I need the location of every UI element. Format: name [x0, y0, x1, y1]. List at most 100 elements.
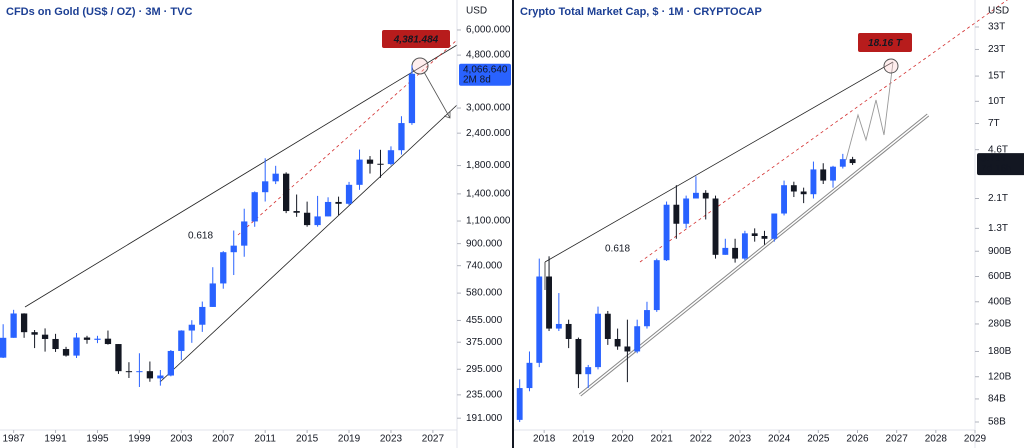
x-tick-label: 2027 — [886, 434, 909, 445]
candle-body — [62, 349, 70, 356]
plot-area — [0, 65, 416, 387]
y-tick-label: 900.000 — [466, 238, 503, 249]
trend-line — [544, 61, 894, 263]
fib-label: 0.618 — [188, 231, 213, 242]
candle-body — [262, 181, 269, 193]
y-tick-label: 280B — [988, 319, 1012, 330]
y-tick-label: 235.000 — [466, 389, 503, 400]
y-tick-label: 10T — [988, 96, 1005, 107]
candle-body — [663, 204, 670, 261]
candle-body — [781, 185, 787, 214]
x-tick-label: 2007 — [212, 434, 235, 445]
candle-body — [790, 185, 797, 192]
x-tick-label: 2018 — [533, 434, 556, 445]
y-tick-label: 3,000.000 — [466, 103, 511, 114]
x-tick-label: 2024 — [768, 434, 791, 445]
candle-body — [10, 313, 17, 338]
x-tick-label: 2015 — [296, 434, 319, 445]
x-tick-label: 1987 — [3, 434, 26, 445]
candle-body — [595, 313, 601, 368]
y-tick-label: 4,800.000 — [466, 50, 511, 61]
candle-body — [241, 221, 248, 246]
fib-label: 0.618 — [605, 244, 630, 255]
candle-body — [800, 191, 807, 195]
candle-body — [366, 159, 374, 164]
fib-line — [639, 0, 1008, 263]
y-tick-label: 84B — [988, 394, 1006, 405]
candle-body — [398, 123, 405, 151]
candle-body — [220, 252, 227, 284]
candle-body — [702, 192, 709, 199]
axis-unit: USD — [466, 6, 487, 17]
candle-body — [810, 169, 817, 195]
candle-body — [115, 344, 122, 372]
candle-body — [692, 192, 699, 199]
y-tick-label: 120B — [988, 371, 1012, 382]
x-tick-label: 2025 — [807, 434, 830, 445]
x-tick-label: 2019 — [572, 434, 595, 445]
candle-body — [761, 235, 768, 239]
x-tick-label: 2003 — [170, 434, 193, 445]
y-tick-label: 1,400.000 — [466, 189, 511, 200]
y-tick-label: 180B — [988, 346, 1012, 357]
candle-body — [604, 313, 611, 339]
candle-body — [293, 211, 300, 213]
y-tick-label: 15T — [988, 71, 1005, 82]
y-tick-label: 4.6T — [988, 144, 1008, 155]
candle-body — [31, 332, 38, 335]
candle-body — [73, 337, 80, 356]
projection — [845, 61, 894, 161]
candle-body — [283, 173, 290, 212]
candle-body — [387, 150, 395, 165]
chart-title: Crypto Total Market Cap, $ · 1M · CRYPTO… — [520, 6, 762, 18]
candle-body — [653, 260, 660, 311]
x-tick-label: 1995 — [86, 434, 109, 445]
candle-body — [526, 362, 533, 389]
candle-body — [272, 173, 279, 182]
y-tick-label: 580.000 — [466, 288, 503, 299]
candle-body — [849, 159, 856, 164]
y-tick-label: 600B — [988, 271, 1012, 282]
x-tick-label: 2027 — [422, 434, 445, 445]
countdown: 7d 16h — [981, 164, 1012, 175]
candle-body — [335, 201, 342, 204]
y-tick-label: 1,100.000 — [466, 216, 511, 227]
y-tick-label: 740.000 — [466, 260, 503, 271]
candle-body — [683, 198, 690, 224]
candle-body — [546, 276, 552, 329]
candle-body — [41, 334, 49, 339]
highlight-circle — [883, 58, 899, 74]
x-tick-label: 2023 — [729, 434, 752, 445]
plot-area — [516, 153, 856, 422]
candle-body — [83, 337, 91, 340]
price-label-text: 3.71T — [981, 154, 1007, 165]
candle-body — [20, 313, 28, 333]
candle-body — [251, 192, 258, 222]
countdown: 2M 8d — [463, 74, 491, 85]
candle-body — [125, 371, 133, 373]
candle-body — [52, 338, 59, 350]
axis-unit: USD — [988, 6, 1009, 17]
x-tick-label: 2021 — [651, 434, 674, 445]
y-tick-label: 900B — [988, 246, 1012, 257]
y-tick-label: 455.000 — [466, 315, 503, 326]
candle-body — [712, 198, 719, 255]
x-tick-label: 2029 — [964, 434, 987, 445]
candle-body — [157, 375, 164, 379]
candle-body — [136, 371, 143, 373]
price-label — [459, 63, 511, 86]
y-tick-label: 1.3T — [988, 223, 1008, 234]
candle-body — [830, 166, 836, 181]
y-tick-label: 33T — [988, 22, 1005, 33]
callout-text: 18.16 T — [868, 38, 903, 49]
y-tick-label: 23T — [988, 44, 1005, 55]
divider — [512, 0, 514, 448]
candle-body — [188, 324, 195, 331]
candle-body — [314, 216, 321, 226]
candle-body — [94, 338, 101, 340]
candle-body — [555, 323, 562, 329]
arrow — [423, 71, 451, 119]
x-tick-label: 2019 — [338, 434, 361, 445]
